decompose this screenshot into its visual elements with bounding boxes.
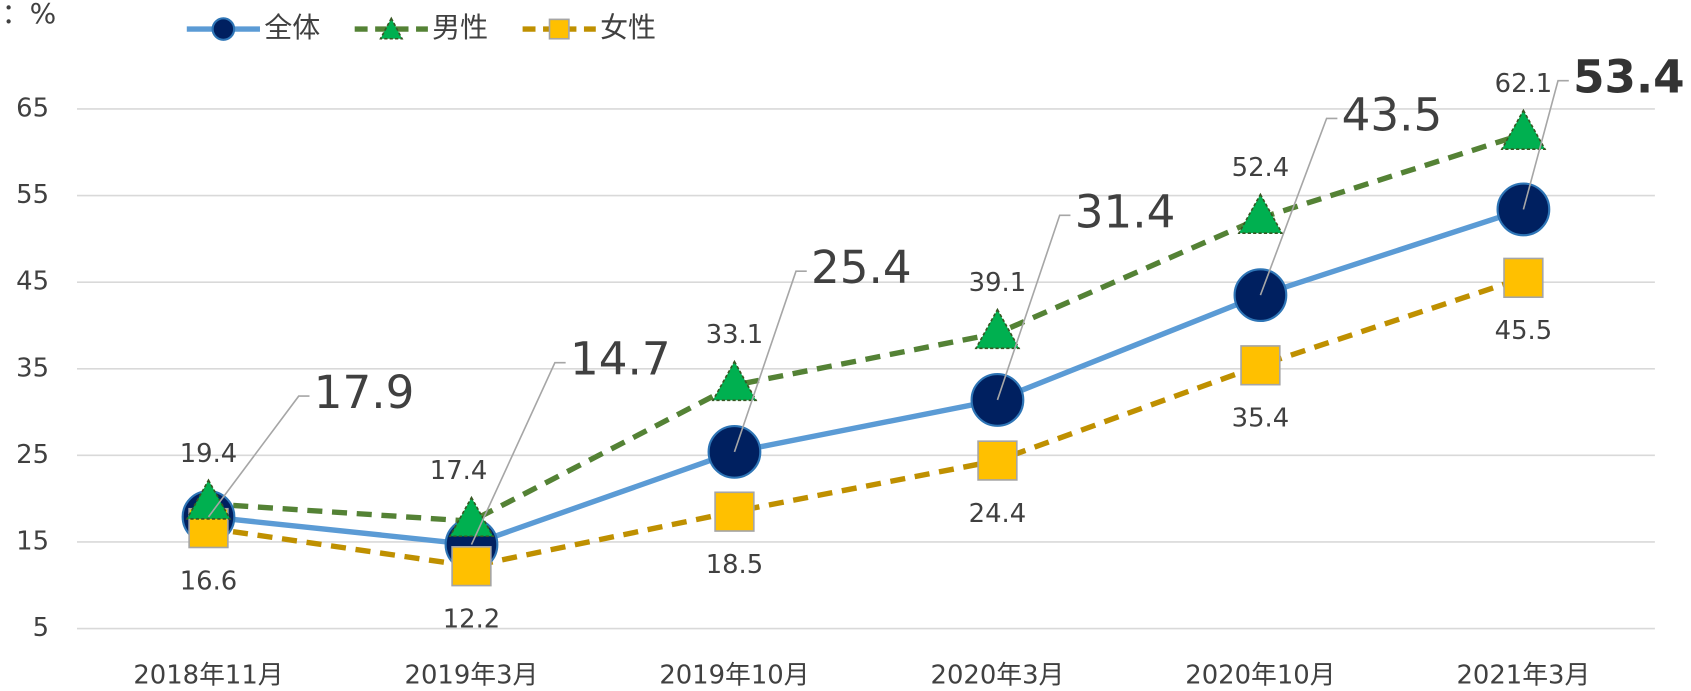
leader-line (733, 270, 807, 453)
marker (1240, 345, 1281, 386)
marker (448, 495, 495, 538)
marker (714, 491, 755, 532)
series-line (208, 206, 1525, 548)
y-tick-label: 5 (33, 613, 49, 643)
legend-marker (379, 16, 404, 40)
marker (1500, 108, 1547, 150)
data-label: 31.4 (1075, 185, 1176, 238)
data-label: 17.9 (314, 366, 415, 419)
y-tick-label: 35 (16, 353, 49, 383)
data-label: 45.5 (1495, 316, 1553, 346)
x-tick-label: 2019年3月 (405, 660, 539, 690)
unit-label: ：% (2, 0, 57, 30)
x-tick-label: 2020年3月 (931, 660, 1065, 690)
legend-label: 全体 (264, 11, 320, 44)
data-label: 62.1 (1495, 69, 1553, 99)
data-label: 35.4 (1232, 404, 1290, 434)
x-tick-label: 2018年11月 (133, 660, 283, 690)
y-tick-label: 55 (16, 180, 49, 210)
legend-label: 女性 (600, 11, 656, 44)
leader-line (470, 361, 566, 545)
series-line (208, 131, 1525, 524)
legend-marker (211, 17, 236, 41)
legend-marker (548, 18, 570, 40)
data-label: 17.4 (430, 456, 488, 486)
data-label: 53.4 (1573, 51, 1685, 104)
leader-line (1259, 117, 1338, 296)
y-tick-label: 15 (16, 526, 49, 556)
data-label: 24.4 (969, 499, 1027, 529)
data-label: 18.5 (706, 550, 764, 580)
series-line (208, 275, 1525, 569)
data-label: 39.1 (969, 268, 1027, 298)
marker (1237, 192, 1284, 234)
marker (974, 307, 1021, 350)
x-tick-label: 2021年3月 (1456, 660, 1590, 690)
y-tick-label: 25 (16, 440, 49, 470)
leader-line (207, 395, 310, 518)
data-label: 19.4 (180, 439, 238, 469)
data-label: 14.7 (570, 333, 671, 386)
data-label: 33.1 (706, 320, 764, 350)
marker (451, 546, 492, 587)
y-tick-label: 65 (16, 93, 49, 123)
data-label: 52.4 (1232, 153, 1290, 183)
x-tick-label: 2019年10月 (659, 660, 809, 690)
leader-line (1522, 79, 1569, 210)
data-label: 16.6 (180, 566, 238, 596)
data-label: 25.4 (811, 241, 912, 294)
data-label: 43.5 (1342, 88, 1443, 141)
marker (711, 359, 758, 402)
x-tick-label: 2020年10月 (1185, 660, 1335, 690)
marker (185, 478, 232, 520)
y-tick-label: 45 (16, 267, 49, 297)
data-label: 12.2 (443, 605, 501, 635)
leader-line (996, 214, 1071, 401)
legend-label: 男性 (432, 11, 488, 44)
marker (977, 440, 1018, 481)
marker (1503, 257, 1544, 299)
